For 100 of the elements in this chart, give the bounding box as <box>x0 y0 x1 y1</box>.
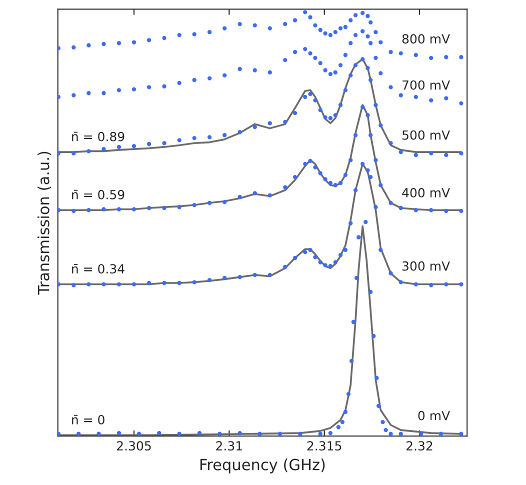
point <box>438 432 444 436</box>
point <box>222 26 227 30</box>
point <box>444 152 448 158</box>
point <box>177 80 182 86</box>
point <box>207 76 212 80</box>
point <box>116 430 122 436</box>
point <box>429 98 434 102</box>
point <box>338 180 343 186</box>
x-axis-title: Frequency (GHz) <box>200 458 325 474</box>
point <box>278 432 282 436</box>
point <box>238 22 242 26</box>
point <box>328 430 333 436</box>
point <box>238 274 242 280</box>
point <box>76 432 81 436</box>
point <box>378 248 383 252</box>
point <box>398 280 403 284</box>
point <box>207 278 212 282</box>
point <box>136 432 142 436</box>
point <box>356 235 361 240</box>
point <box>323 31 328 36</box>
point <box>283 58 288 62</box>
point <box>328 116 333 120</box>
series-label: n̄ = 0.59 <box>72 190 124 200</box>
point <box>222 276 227 280</box>
point <box>336 425 341 430</box>
point <box>86 91 91 96</box>
point <box>353 13 358 18</box>
point <box>366 34 370 38</box>
point <box>177 280 182 286</box>
point <box>268 272 272 278</box>
point <box>368 290 373 294</box>
point <box>72 151 76 156</box>
point <box>459 208 464 214</box>
point <box>58 282 61 286</box>
point <box>378 40 383 44</box>
point <box>360 29 365 34</box>
point <box>343 248 348 252</box>
x-tick-label: 2.31 <box>216 441 242 451</box>
point <box>162 206 166 210</box>
point <box>58 46 61 50</box>
point <box>303 94 308 100</box>
point <box>318 60 322 66</box>
point <box>146 280 152 286</box>
point <box>338 63 343 68</box>
point <box>388 432 393 436</box>
y-axis-title: Transmission (a.u.) <box>38 152 52 295</box>
point <box>318 260 322 264</box>
point <box>292 18 298 22</box>
point <box>283 264 288 269</box>
point <box>192 32 196 36</box>
point <box>72 93 76 98</box>
series-label: n̄ = 0.89 <box>72 132 124 142</box>
point <box>132 87 136 92</box>
point <box>58 94 61 100</box>
x-tick-label: 2.315 <box>307 441 342 451</box>
point <box>132 40 136 44</box>
point <box>146 206 152 210</box>
point <box>429 56 434 60</box>
point <box>414 208 418 212</box>
point <box>398 150 403 154</box>
point <box>388 200 393 205</box>
point <box>72 208 76 214</box>
point <box>354 276 359 280</box>
point <box>323 177 328 182</box>
point <box>102 42 106 46</box>
point <box>343 88 348 92</box>
point <box>378 183 383 188</box>
point <box>343 410 348 414</box>
point <box>86 43 91 48</box>
point <box>366 168 370 172</box>
point <box>313 165 318 170</box>
series-label: n̄ = 0 <box>72 414 104 424</box>
point <box>372 334 376 338</box>
point <box>333 183 338 188</box>
point <box>459 101 464 106</box>
point <box>238 430 242 436</box>
point <box>292 174 298 180</box>
point <box>72 283 76 288</box>
point <box>252 124 257 130</box>
point <box>86 149 91 154</box>
point <box>308 248 312 252</box>
point <box>360 10 365 16</box>
point <box>162 280 166 286</box>
point <box>72 45 76 50</box>
point <box>429 283 434 288</box>
point <box>222 133 227 138</box>
point <box>388 50 393 54</box>
point <box>308 158 312 164</box>
point <box>374 158 378 162</box>
point <box>333 30 338 34</box>
series-label: n̄ = 0.34 <box>72 264 124 274</box>
point <box>222 200 227 204</box>
point <box>328 72 333 76</box>
point <box>146 38 152 42</box>
point <box>192 78 196 82</box>
series-label: 700 mV <box>402 80 450 90</box>
point <box>303 46 308 52</box>
point <box>177 205 182 210</box>
point <box>323 263 328 268</box>
point <box>398 93 403 98</box>
